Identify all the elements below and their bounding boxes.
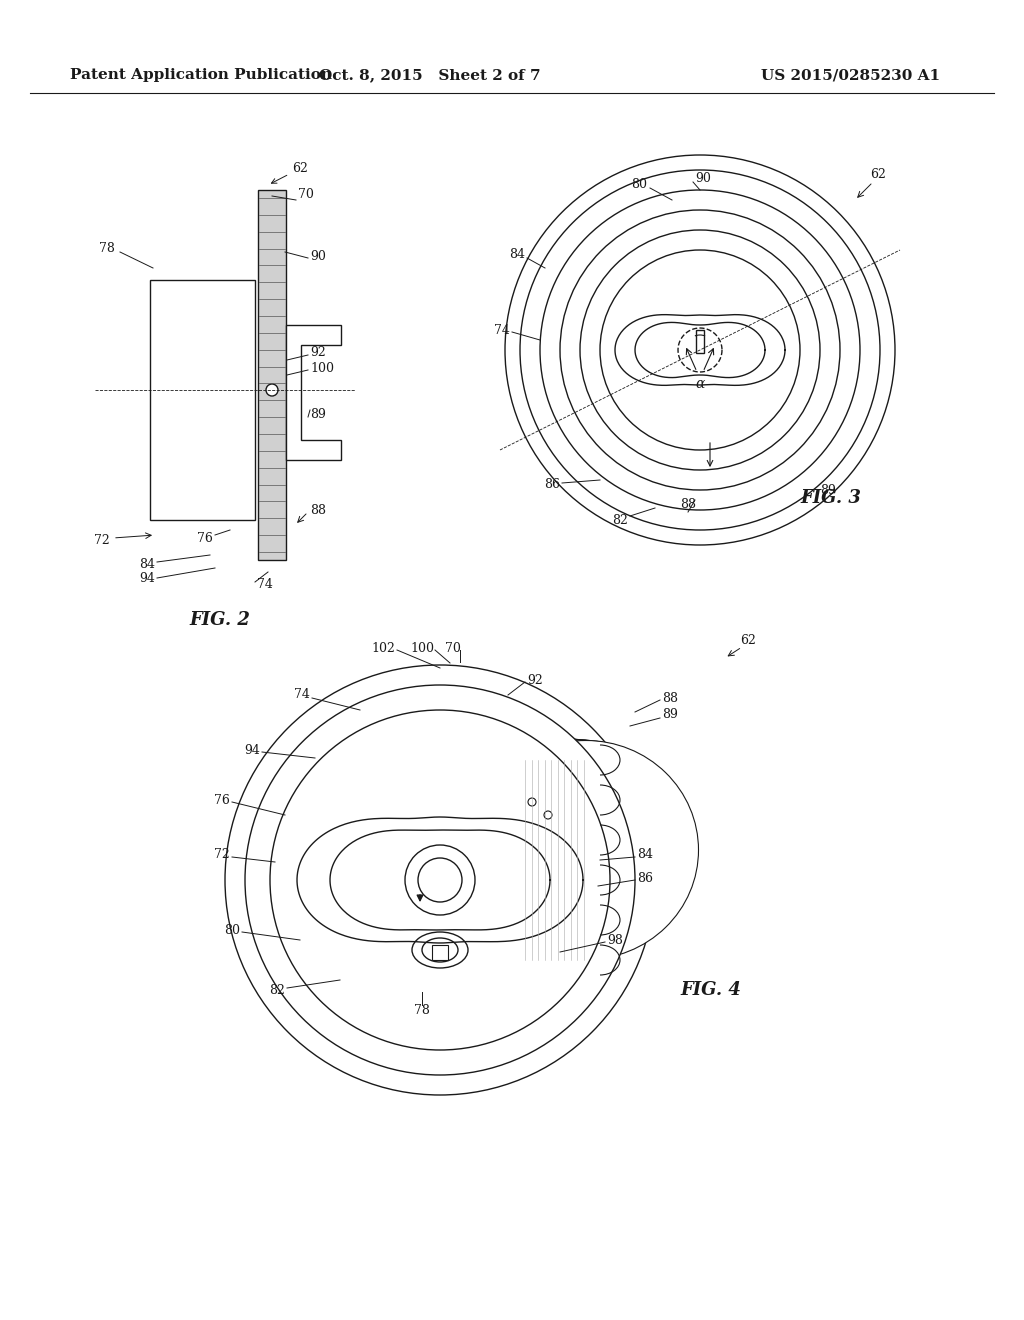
Text: 82: 82: [269, 983, 285, 997]
Ellipse shape: [434, 738, 666, 962]
Ellipse shape: [422, 737, 654, 964]
Text: 102: 102: [371, 642, 395, 655]
Text: 80: 80: [631, 178, 647, 191]
Text: 70: 70: [298, 189, 314, 202]
Polygon shape: [258, 190, 286, 560]
Ellipse shape: [447, 738, 677, 961]
Ellipse shape: [560, 210, 840, 490]
Text: FIG. 2: FIG. 2: [189, 611, 251, 630]
Circle shape: [544, 810, 552, 818]
Ellipse shape: [428, 737, 660, 964]
Polygon shape: [696, 330, 705, 352]
Text: 84: 84: [637, 849, 653, 862]
Ellipse shape: [580, 230, 820, 470]
Ellipse shape: [406, 845, 475, 915]
Ellipse shape: [441, 738, 671, 962]
Text: 89: 89: [820, 483, 836, 496]
Text: 86: 86: [637, 871, 653, 884]
Text: 90: 90: [695, 172, 711, 185]
Text: 84: 84: [509, 248, 525, 261]
Ellipse shape: [409, 735, 643, 965]
Text: 100: 100: [310, 362, 334, 375]
Ellipse shape: [422, 939, 458, 962]
Text: 84: 84: [139, 558, 155, 572]
Text: Oct. 8, 2015   Sheet 2 of 7: Oct. 8, 2015 Sheet 2 of 7: [319, 69, 541, 82]
Ellipse shape: [402, 735, 638, 965]
Ellipse shape: [412, 932, 468, 968]
Ellipse shape: [467, 741, 693, 960]
Ellipse shape: [245, 685, 635, 1074]
Text: 98: 98: [607, 933, 623, 946]
Text: US 2015/0285230 A1: US 2015/0285230 A1: [761, 69, 940, 82]
Text: 88: 88: [662, 692, 678, 705]
Text: 94: 94: [139, 572, 155, 585]
Text: α: α: [695, 378, 705, 391]
Ellipse shape: [540, 190, 860, 510]
Text: 78: 78: [414, 1003, 430, 1016]
Ellipse shape: [454, 739, 682, 961]
Text: 62: 62: [271, 162, 308, 183]
Text: 89: 89: [662, 709, 678, 722]
Circle shape: [528, 799, 536, 807]
Text: 74: 74: [294, 689, 310, 701]
Text: FIG. 3: FIG. 3: [800, 488, 861, 507]
Ellipse shape: [418, 858, 462, 902]
Text: 62: 62: [740, 634, 756, 647]
Ellipse shape: [505, 154, 895, 545]
Ellipse shape: [225, 665, 655, 1096]
Text: FIG. 4: FIG. 4: [680, 981, 741, 999]
Text: 74: 74: [257, 578, 272, 591]
Text: 100: 100: [410, 642, 434, 655]
Ellipse shape: [600, 249, 800, 450]
Polygon shape: [150, 280, 255, 520]
Text: 76: 76: [214, 793, 230, 807]
Text: 70: 70: [445, 642, 461, 655]
Polygon shape: [286, 325, 341, 459]
Text: 78: 78: [99, 242, 115, 255]
Text: 92: 92: [310, 346, 326, 359]
Circle shape: [266, 384, 278, 396]
Text: 80: 80: [224, 924, 240, 936]
Ellipse shape: [520, 170, 880, 531]
Text: 86: 86: [544, 479, 560, 491]
Ellipse shape: [461, 739, 687, 961]
Ellipse shape: [473, 741, 698, 960]
Text: 94: 94: [244, 743, 260, 756]
Text: Patent Application Publication: Patent Application Publication: [70, 69, 332, 82]
Ellipse shape: [415, 737, 649, 964]
Text: 76: 76: [198, 532, 213, 544]
Text: 82: 82: [612, 513, 628, 527]
Text: 88: 88: [310, 503, 326, 516]
Text: 62: 62: [870, 169, 886, 181]
Text: 72: 72: [214, 849, 230, 862]
Text: 72: 72: [94, 533, 110, 546]
Text: 89: 89: [310, 408, 326, 421]
Text: 74: 74: [495, 323, 510, 337]
Ellipse shape: [270, 710, 610, 1049]
Polygon shape: [432, 945, 449, 960]
Text: 90: 90: [310, 251, 326, 264]
Text: 88: 88: [680, 499, 696, 511]
Text: 92: 92: [527, 673, 543, 686]
